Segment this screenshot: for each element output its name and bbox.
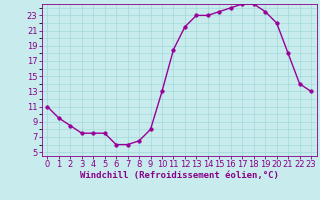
X-axis label: Windchill (Refroidissement éolien,°C): Windchill (Refroidissement éolien,°C) [80,171,279,180]
